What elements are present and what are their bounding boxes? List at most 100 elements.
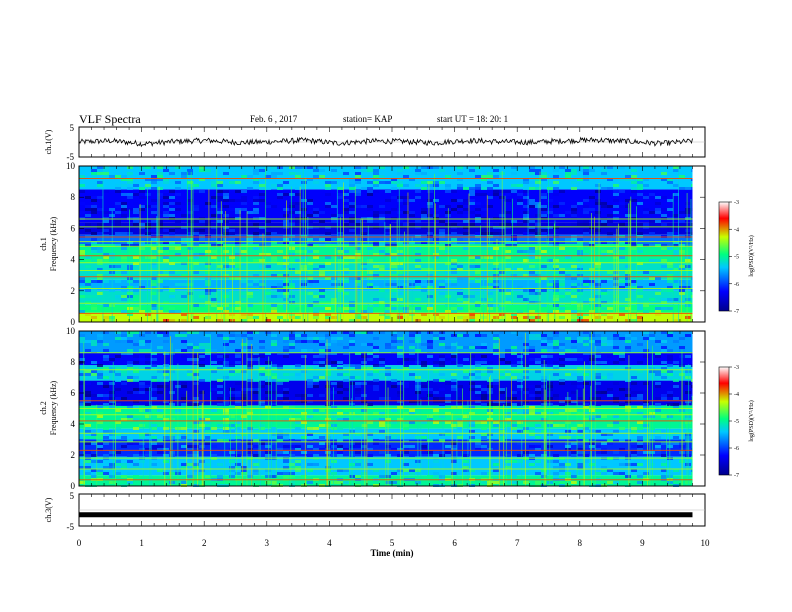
spectral-cell bbox=[349, 217, 355, 220]
spectral-cell bbox=[391, 352, 397, 355]
spectral-cell bbox=[391, 436, 397, 439]
spectral-cell bbox=[577, 406, 583, 409]
spectral-cell bbox=[523, 400, 529, 403]
spectral-cell bbox=[505, 475, 511, 478]
spectral-cell bbox=[577, 337, 583, 340]
spectral-cell bbox=[505, 427, 511, 430]
spectral-cell bbox=[127, 280, 133, 283]
x-tick-label: 3 bbox=[265, 538, 270, 548]
spectral-cell bbox=[121, 475, 127, 478]
spectral-cell bbox=[499, 358, 505, 361]
spectral-cell bbox=[655, 385, 661, 388]
spectral-cell bbox=[199, 238, 205, 241]
spectral-cell bbox=[571, 187, 577, 190]
spectral-cell bbox=[625, 379, 631, 382]
spectral-cell bbox=[163, 211, 169, 214]
spectral-cell bbox=[421, 283, 427, 286]
spectral-cell bbox=[163, 301, 169, 304]
spectral-cell bbox=[481, 388, 487, 391]
spectral-cell bbox=[271, 286, 277, 289]
spectral-cell bbox=[661, 370, 667, 373]
spectral-cell bbox=[175, 334, 181, 337]
spectral-cell bbox=[553, 226, 559, 229]
spectral-cell bbox=[661, 331, 667, 334]
spectral-cell bbox=[679, 220, 685, 223]
spectral-cell bbox=[637, 295, 643, 298]
spectral-cell bbox=[631, 199, 637, 202]
spectral-cell bbox=[481, 232, 487, 235]
spectral-cell bbox=[469, 166, 475, 169]
spectral-cell bbox=[145, 454, 151, 457]
spectral-cell bbox=[511, 352, 517, 355]
spectral-cell bbox=[361, 217, 367, 220]
spectral-cell bbox=[673, 253, 679, 256]
spectral-cell bbox=[649, 211, 655, 214]
spectral-cell bbox=[301, 265, 307, 268]
spectral-cell bbox=[637, 451, 643, 454]
spectral-cell bbox=[103, 403, 109, 406]
spectral-cell bbox=[373, 439, 379, 442]
spectral-cell bbox=[187, 370, 193, 373]
spectral-cell bbox=[673, 469, 679, 472]
spectral-cell bbox=[151, 397, 157, 400]
x-tick-label: 9 bbox=[640, 538, 645, 548]
spectral-cell bbox=[175, 208, 181, 211]
spectral-cell bbox=[229, 364, 235, 367]
spectral-cell bbox=[427, 388, 433, 391]
spectral-cell bbox=[145, 388, 151, 391]
spectral-cell bbox=[361, 424, 367, 427]
spectral-cell bbox=[97, 166, 103, 169]
spectral-cell bbox=[127, 403, 133, 406]
spectral-cell bbox=[373, 379, 379, 382]
spectral-cell bbox=[187, 292, 193, 295]
spectral-cell bbox=[103, 220, 109, 223]
spectral-cell bbox=[241, 292, 247, 295]
no-data-area bbox=[692, 166, 705, 322]
spectral-cell bbox=[373, 244, 379, 247]
spectral-cell bbox=[589, 226, 595, 229]
spectral-cell bbox=[121, 295, 127, 298]
spectral-cell bbox=[295, 400, 301, 403]
spectral-cell bbox=[613, 217, 619, 220]
spectral-cell bbox=[85, 256, 91, 259]
spectral-cell bbox=[553, 286, 559, 289]
spectral-cell bbox=[193, 397, 199, 400]
spectral-cell bbox=[169, 232, 175, 235]
spectral-cell bbox=[649, 277, 655, 280]
spectral-cell bbox=[355, 193, 361, 196]
spectral-cell bbox=[331, 382, 337, 385]
colorbar-tick-label: -5 bbox=[734, 255, 739, 261]
spectral-cell bbox=[403, 274, 409, 277]
spectral-cell bbox=[337, 448, 343, 451]
spectral-cell bbox=[223, 439, 229, 442]
spectral-cell bbox=[445, 175, 451, 178]
spectral-cell bbox=[337, 481, 343, 484]
spectral-cell bbox=[433, 187, 439, 190]
spectral-cell bbox=[373, 178, 379, 181]
spectral-cell bbox=[661, 340, 667, 343]
spectral-cell bbox=[463, 376, 469, 379]
spectral-cell bbox=[97, 469, 103, 472]
spectral-cell bbox=[295, 412, 301, 415]
spectral-cell bbox=[343, 211, 349, 214]
spectral-cell bbox=[283, 460, 289, 463]
spectral-cell bbox=[373, 304, 379, 307]
spectral-cell bbox=[109, 358, 115, 361]
spectral-cell bbox=[277, 430, 283, 433]
spectral-cell bbox=[367, 283, 373, 286]
spectral-cell bbox=[313, 337, 319, 340]
spectral-cell bbox=[577, 424, 583, 427]
spectral-cell bbox=[379, 298, 385, 301]
spectral-cell bbox=[427, 184, 433, 187]
spectral-cell bbox=[673, 184, 679, 187]
spectral-cell bbox=[571, 409, 577, 412]
spectral-cell bbox=[457, 436, 463, 439]
spectral-cell bbox=[79, 280, 85, 283]
spectral-cell bbox=[553, 460, 559, 463]
spectral-cell bbox=[583, 211, 589, 214]
spectral-cell bbox=[235, 247, 241, 250]
spectral-cell bbox=[673, 403, 679, 406]
spectral-cell bbox=[331, 352, 337, 355]
spectral-cell bbox=[247, 274, 253, 277]
spectral-cell bbox=[553, 283, 559, 286]
